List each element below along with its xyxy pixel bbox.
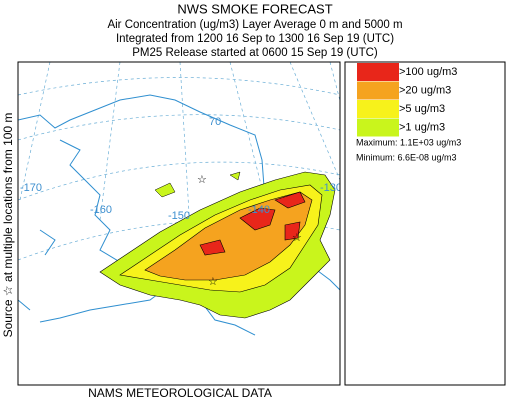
graticule-label: -150 [168,210,190,222]
legend-swatch [357,100,399,118]
graticule-label: 70 [209,116,221,128]
subtitle: Air Concentration (ug/m3) Layer Average … [107,19,402,31]
subtitle: Integrated from 1200 16 Sep to 1300 16 S… [116,33,394,45]
legend-swatch [357,81,399,100]
map: ☆ ☆ ☆ 70 -170 -160 -150 -140 -130 [17,61,342,386]
source-star: ☆ [197,174,207,186]
legend-label: >5 ug/m3 [399,103,445,115]
graticule-label: -160 [90,204,112,216]
graticule-label: -170 [20,182,42,194]
smoke-100 [199,191,306,256]
title: NWS SMOKE FORECAST [177,1,332,16]
legend-swatch [357,63,399,81]
graticule-label: -130 [320,182,342,194]
subtitle: PM25 Release started at 0600 15 Sep 19 (… [132,47,378,59]
legend-label: >20 ug/m3 [399,84,451,96]
source-star: ☆ [292,232,302,244]
legend-swatch [357,118,399,137]
graticule-label: -140 [248,204,270,216]
legend-label: >100 ug/m3 [399,66,457,78]
legend-label: >1 ug/m3 [399,121,445,133]
smoke-1 [154,171,241,198]
graticule [19,62,340,231]
legend-frame [344,61,506,386]
legend-maximum: Maximum: 1.1E+03 ug/m3 [356,137,461,147]
footer: NAMS METEOROLOGICAL DATA [88,386,272,400]
graticule [18,77,340,261]
map-frame [17,61,341,386]
legend: Maximum: 1.1E+03 ug/m3 Minimum: 6.6E-08 … [344,61,506,386]
source-label: Source ☆ at multiple locations from 100 … [1,113,15,338]
legend-minimum: Minimum: 6.6E-08 ug/m3 [356,152,457,162]
source-star: ☆ [208,276,218,288]
